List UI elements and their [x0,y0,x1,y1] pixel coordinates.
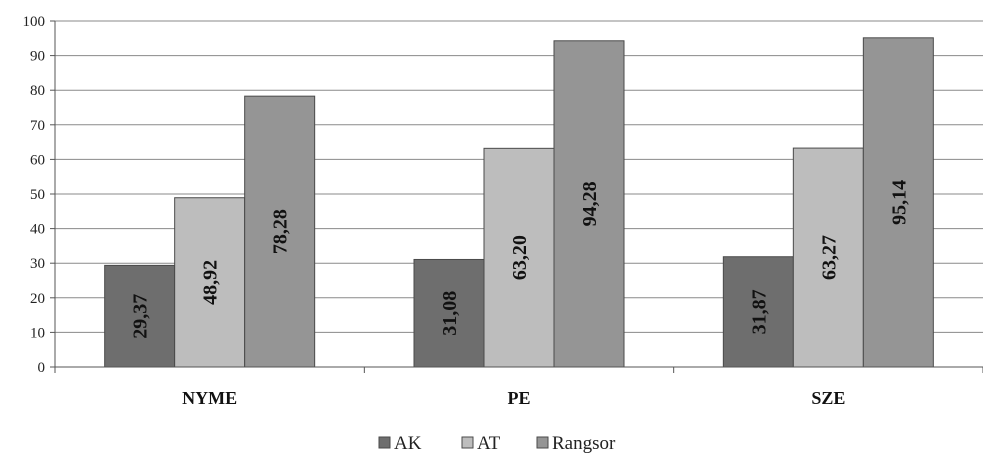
legend-label-rangsor: Rangsor [552,433,616,454]
y-tick-label: 50 [30,187,45,203]
data-label: 31,87 [748,289,770,334]
data-label: 29,37 [130,294,152,339]
x-category-label: SZE [811,388,845,408]
data-label: 48,92 [200,260,222,305]
data-label: 94,28 [579,181,601,226]
bar-ak-nyme [104,264,176,368]
legend-swatch-rangsor [536,436,549,449]
data-label: 63,20 [509,235,531,280]
legend-label-ak: AK [394,433,422,454]
y-axis: 0 10 20 30 40 50 60 70 80 90 100 [23,14,56,376]
y-tick-label: 100 [23,14,46,30]
bar-ak-pe [413,258,485,368]
bar-ak-sze [722,256,794,368]
y-tick-label: 10 [30,325,45,341]
bar-at-nyme [174,197,246,368]
legend: AK AT Rangsor [378,433,616,454]
data-label: 95,14 [888,180,910,225]
y-tick-label: 30 [30,256,45,272]
legend-swatch-at [461,436,474,449]
bar-at-pe [483,147,555,368]
y-tick-label: 0 [38,360,46,376]
y-tick-label: 40 [30,222,45,238]
data-label: 78,28 [270,209,292,254]
x-category-label: NYME [182,388,237,408]
bar-rangsor-sze [862,37,934,368]
bars: 29,37 48,92 78,28 31,08 63,20 94,28 31,87 63,27… [104,37,934,368]
bar-rangsor-nyme [244,95,316,368]
bar-rangsor-pe [553,40,625,368]
y-tick-label: 90 [30,49,45,65]
y-tick-label: 60 [30,152,45,168]
data-label: 31,08 [439,291,461,336]
y-tick-label: 20 [30,291,45,307]
y-tick-label: 80 [30,83,45,99]
data-label: 63,27 [818,235,840,280]
x-axis: NYME PE SZE [54,366,983,408]
bar-at-sze [792,147,864,368]
legend-label-at: AT [477,433,501,454]
y-tick-label: 70 [30,118,45,134]
x-category-label: PE [507,388,530,408]
legend-swatch-ak [378,436,391,449]
